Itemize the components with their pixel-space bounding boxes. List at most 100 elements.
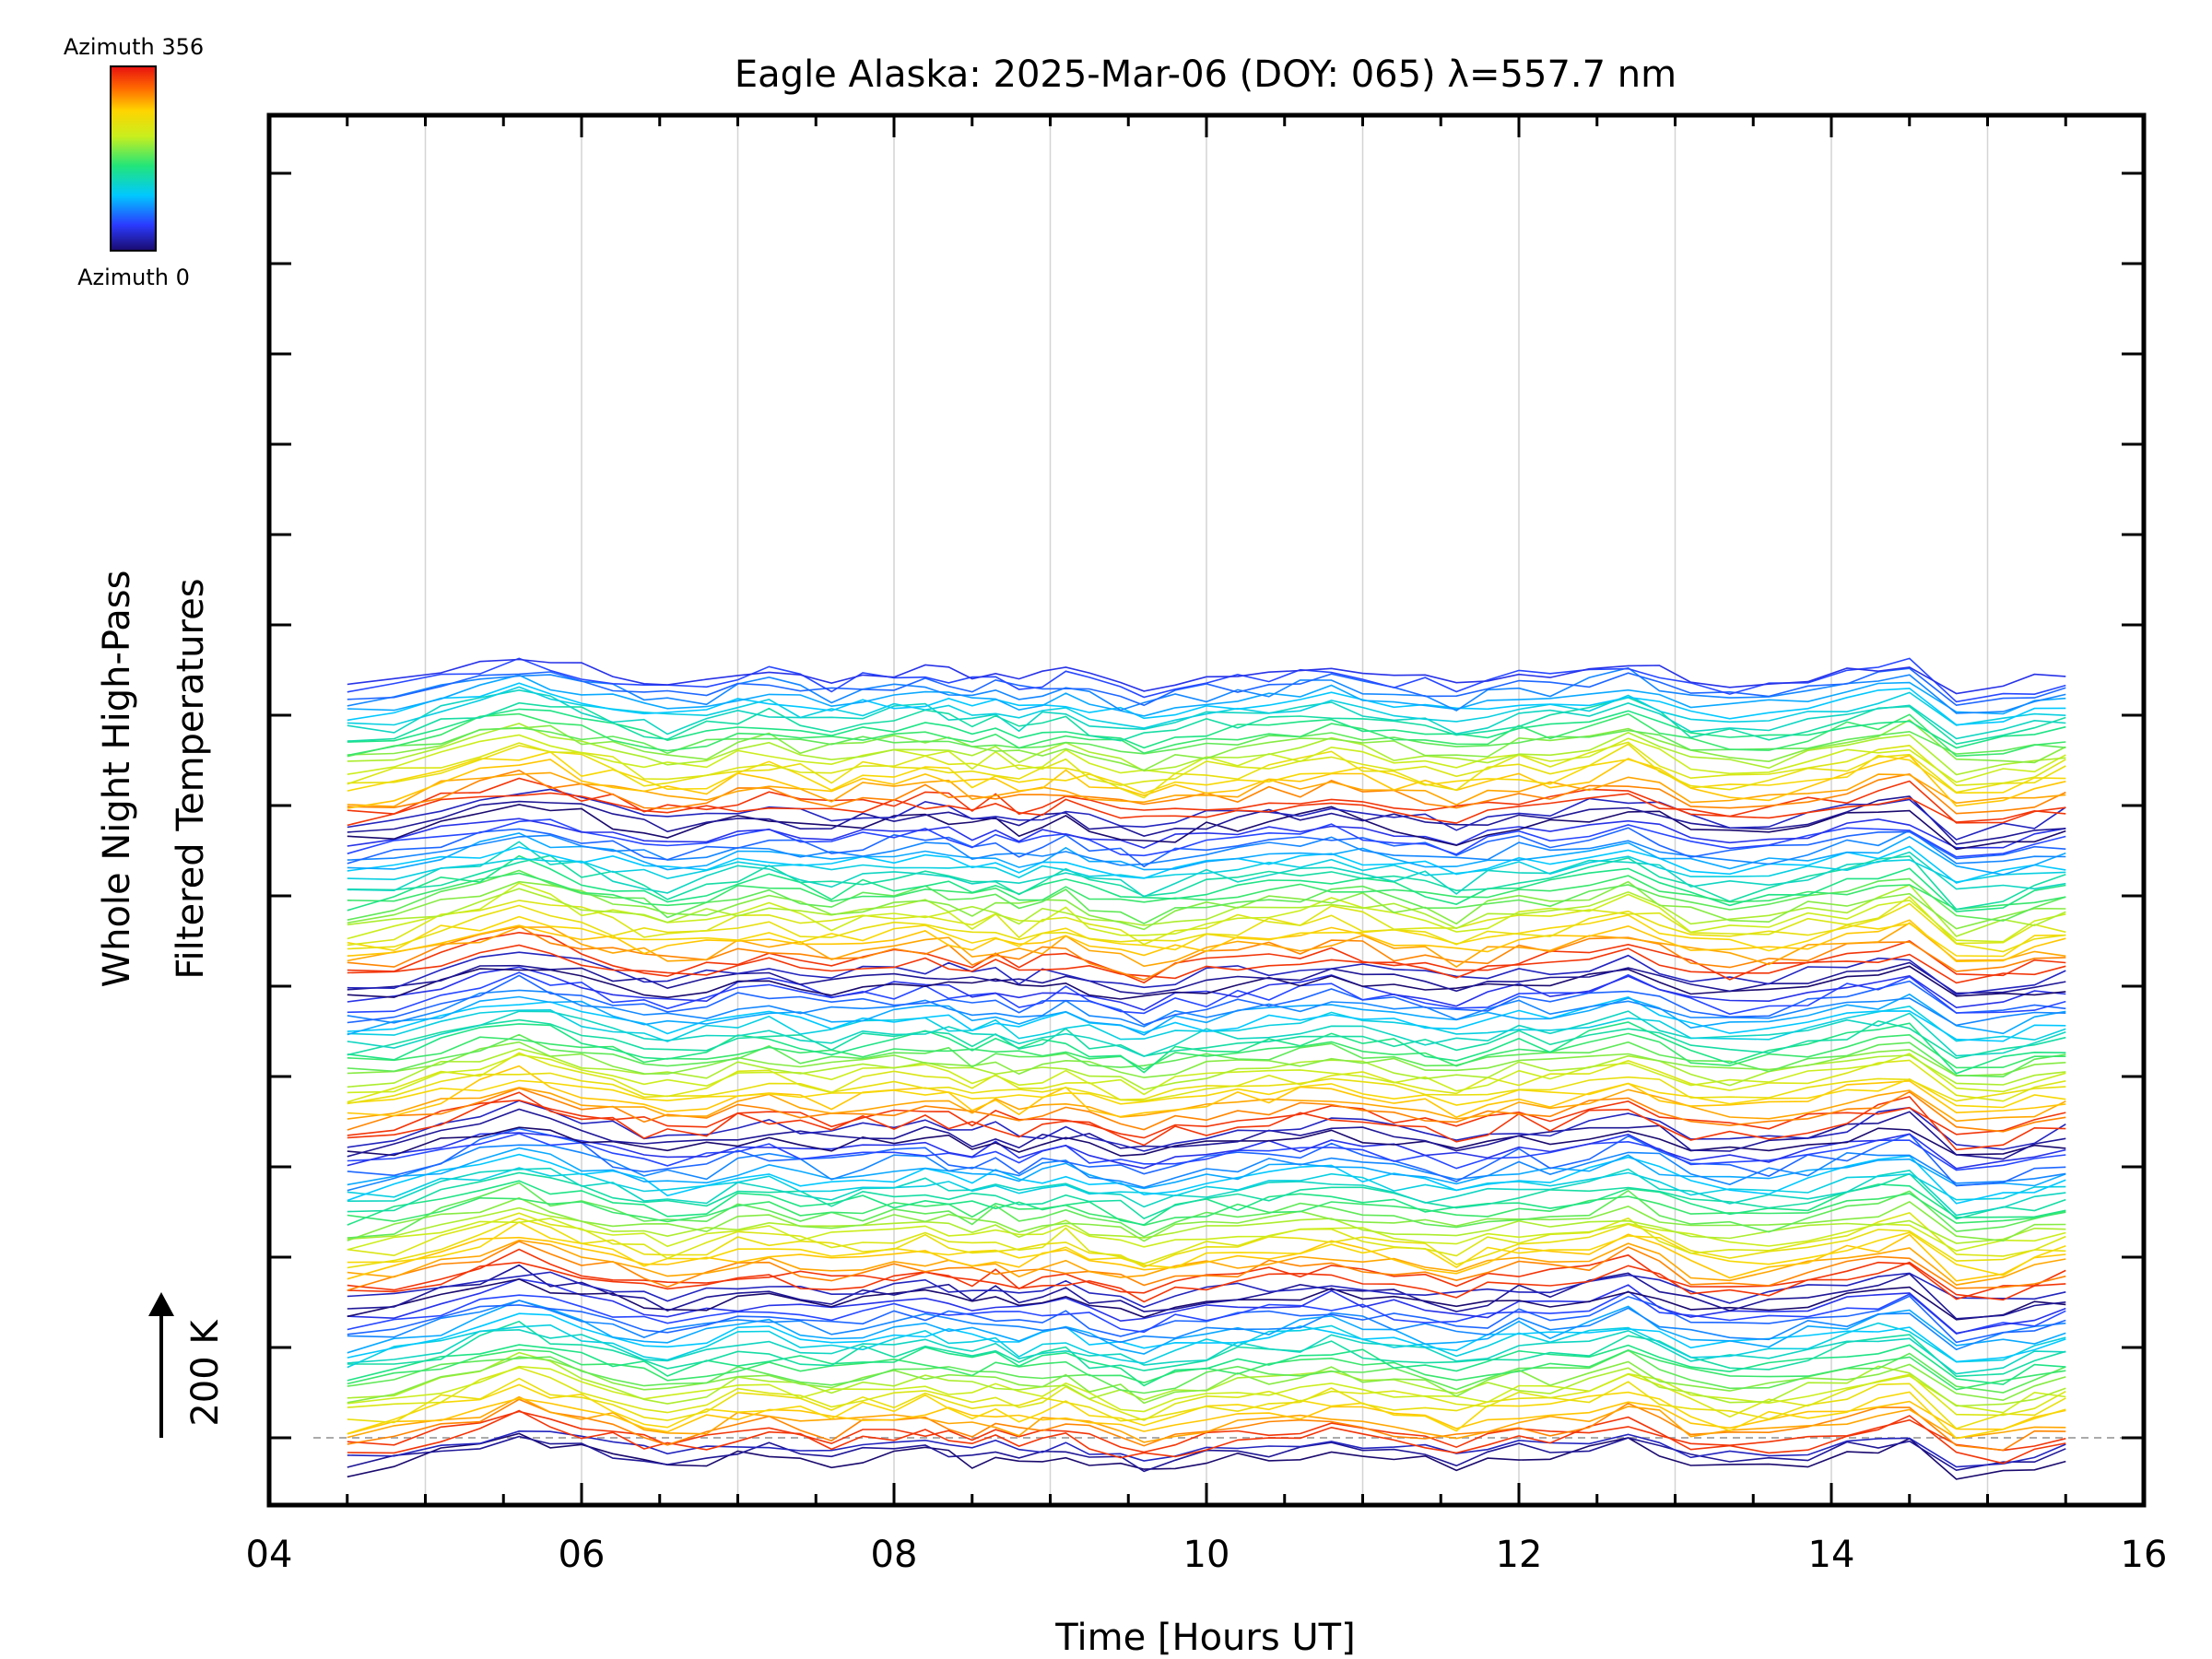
series-line [347, 1167, 2066, 1201]
series-line [347, 1048, 2066, 1090]
series-line [347, 1271, 2066, 1309]
series-line [347, 719, 2066, 771]
series-line [347, 993, 2066, 1036]
series-line [347, 1241, 2066, 1291]
series-line [347, 1344, 2066, 1387]
series-line [347, 951, 2066, 995]
series-line [347, 1248, 2066, 1300]
series-line [347, 919, 2066, 963]
series-line [347, 1212, 2066, 1265]
series-line [347, 1167, 2066, 1217]
series-line [347, 827, 2066, 868]
series-line [347, 792, 2066, 827]
series-line [347, 1065, 2066, 1119]
x-axis-label: Time [Hours UT] [1054, 1617, 1355, 1659]
series-line [347, 1383, 2066, 1440]
series-line [347, 1218, 2066, 1269]
series-line [347, 788, 2066, 841]
axis-ticks [267, 115, 2146, 1505]
series-line [347, 931, 2066, 984]
series-line [347, 1239, 2066, 1286]
series-line [347, 966, 2066, 1011]
series-line [347, 750, 2066, 794]
series-line [347, 1435, 2066, 1473]
series-line [347, 1021, 2066, 1075]
scale-arrow-label: 200 K [184, 1319, 227, 1427]
x-tick-label: 12 [1496, 1534, 1543, 1576]
series-line [347, 925, 2066, 982]
series-line [347, 674, 2066, 717]
series-line [347, 855, 2066, 883]
scale-arrow [148, 1292, 174, 1438]
colorbar-bottom-label: Azimuth 0 [77, 265, 190, 290]
series-line [347, 895, 2066, 947]
series-line [347, 1091, 2066, 1151]
series-line [347, 1290, 2066, 1335]
series-line [347, 996, 2066, 1042]
series-line [347, 1233, 2066, 1282]
chart-title: Eagle Alaska: 2025-Mar-06 (DOY: 065) λ=5… [735, 53, 1677, 96]
series-line [347, 1127, 2066, 1187]
series-line [347, 989, 2066, 1028]
series-line [347, 845, 2066, 884]
series-lines [347, 657, 2066, 1480]
series-line [347, 1261, 2066, 1303]
series-line [347, 1052, 2066, 1103]
series-line [347, 1218, 2066, 1253]
x-tick-label: 14 [1808, 1534, 1855, 1576]
series-line [347, 832, 2066, 876]
series-line [347, 1366, 2066, 1421]
series-line [347, 841, 2066, 898]
x-tick-label: 08 [871, 1534, 918, 1576]
series-line [347, 1018, 2066, 1060]
series-line [347, 769, 2066, 815]
x-tick-label: 06 [559, 1534, 606, 1576]
series-line [347, 723, 2066, 776]
series-line [347, 1277, 2066, 1335]
series-line [347, 922, 2066, 969]
series-line [347, 869, 2066, 924]
series-line [347, 1320, 2066, 1378]
series-line [347, 697, 2066, 746]
series-line [347, 1041, 2066, 1078]
y-axis-label-line1: Whole Night High-Pass [96, 571, 138, 988]
series-line [347, 1300, 2066, 1351]
series-line [347, 1077, 2066, 1109]
series-line [347, 1005, 2066, 1042]
colorbar [110, 65, 157, 252]
series-line [347, 971, 2066, 1016]
series-line [347, 1295, 2066, 1344]
series-line [347, 1196, 2066, 1242]
x-tick-labels: 04 06 08 10 12 14 16 [246, 1534, 2168, 1576]
series-line [347, 1182, 2066, 1239]
series-line [347, 965, 2066, 1000]
series-line [347, 1351, 2066, 1407]
series-line [347, 974, 2066, 1026]
series-line [347, 830, 2066, 866]
series-line [347, 854, 2066, 912]
series-line [347, 658, 2066, 695]
series-line [347, 1264, 2066, 1320]
series-line [347, 1377, 2066, 1430]
series-line [347, 1397, 2066, 1435]
series-line [347, 1133, 2066, 1171]
series-line [347, 872, 2066, 911]
series-line [347, 1322, 2066, 1369]
series-line [347, 1365, 2066, 1414]
series-line [347, 1153, 2066, 1205]
series-line [347, 944, 2066, 984]
series-line [347, 1300, 2066, 1355]
series-line [347, 1220, 2066, 1277]
y-axis-label-line2: Filtered Temperatures [170, 578, 212, 979]
series-line [347, 902, 2066, 953]
series-line [347, 1180, 2066, 1226]
series-line [347, 884, 2066, 937]
series-line [347, 1087, 2066, 1133]
colorbar-top-label: Azimuth 356 [64, 34, 204, 60]
series-line [347, 1356, 2066, 1405]
series-line [347, 1395, 2066, 1443]
series-line [347, 804, 2066, 851]
x-tick-label: 04 [246, 1534, 293, 1576]
series-line [347, 1430, 2066, 1468]
